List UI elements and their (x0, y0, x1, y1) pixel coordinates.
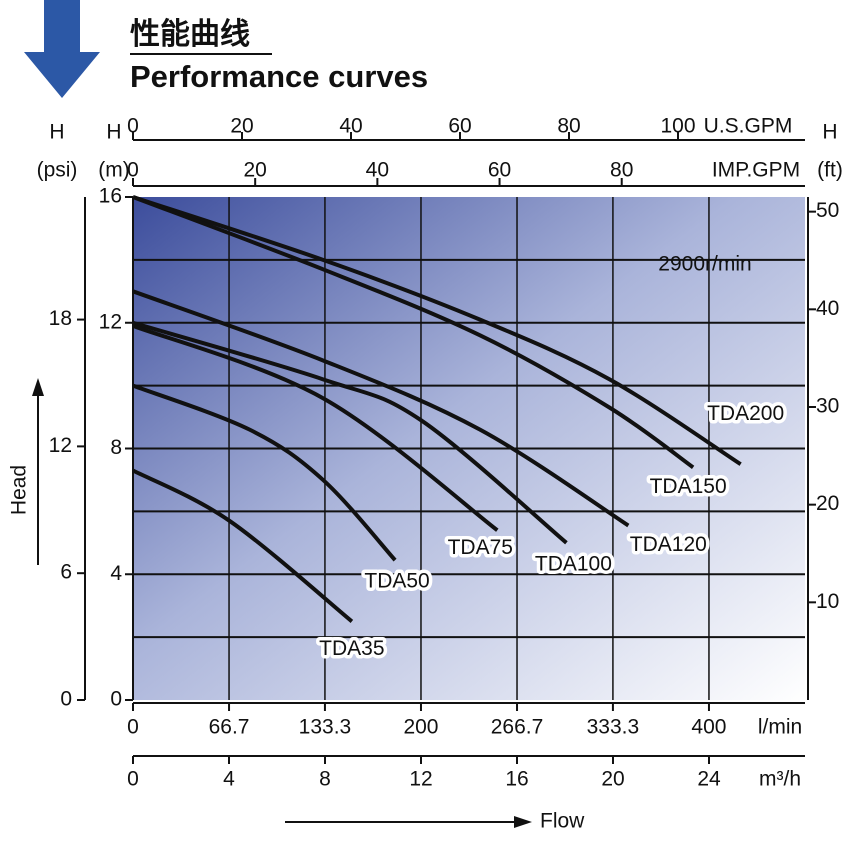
x-tick-label: 20 (601, 768, 624, 791)
x-axis-unit: U.S.GPM (704, 115, 793, 138)
x-tick-label: 400 (691, 716, 726, 739)
y-tick-label: 40 (816, 297, 839, 320)
curve (132, 324, 499, 532)
x-tick-label: 0 (127, 159, 139, 182)
x-tick-label: 4 (223, 768, 235, 791)
chart-title: 性能曲线 (130, 18, 250, 51)
x-tick-label: 0 (127, 716, 139, 739)
y-tick-label: 0 (60, 688, 72, 711)
curve-label: TDA120 (630, 533, 707, 556)
x-tick-label: 16 (505, 768, 528, 791)
x-tick-label: 12 (409, 768, 432, 791)
curve (132, 320, 568, 545)
y-tick-label: 12 (49, 434, 72, 457)
x-tick-label: 200 (403, 716, 438, 739)
curve-label: TDA150 (650, 475, 727, 498)
chart-subtitle: Performance curves (130, 59, 428, 94)
x-tick-label: 20 (244, 159, 267, 182)
y-axis-unit: (ft) (817, 159, 843, 182)
y-axis-unit: (m) (98, 159, 129, 182)
y-axis-symbol: H (822, 121, 837, 144)
x-tick-label: 40 (366, 159, 389, 182)
curve (132, 289, 630, 528)
y-tick-label: 50 (816, 199, 839, 222)
y-axis-symbol: H (106, 121, 121, 144)
curves: TDA200 TDA150 TDA120 TDA100 TDA75 TDA50 TDA35 (132, 195, 788, 663)
speed-annotation: 2900r/min (658, 253, 751, 276)
y-tick-label: 12 (99, 310, 122, 333)
y-tick-label: 10 (816, 590, 839, 613)
y-tick-label: 6 (60, 561, 72, 584)
x-axis-unit: l/min (758, 716, 802, 739)
x-axis-unit: m³/h (759, 768, 801, 791)
curve (132, 468, 354, 623)
x-tick-label: 80 (610, 159, 633, 182)
y-tick-label: 8 (110, 436, 122, 459)
x-tick-label: 333.3 (587, 716, 640, 739)
x-tick-label: 20 (230, 115, 253, 138)
curve-label: TDA75 (448, 536, 513, 559)
x-tick-label: 100 (660, 115, 695, 138)
x-tick-label: 0 (127, 768, 139, 791)
curve-label: TDA100 (535, 552, 612, 575)
x-tick-label: 60 (448, 115, 471, 138)
x-axis-title: Flow (540, 810, 585, 833)
y-tick-label: 30 (816, 395, 839, 418)
y-axis-unit: (psi) (37, 159, 78, 182)
curve (132, 195, 742, 466)
x-tick-label: 8 (319, 768, 331, 791)
x-tick-label: 80 (557, 115, 580, 138)
x-tick-label: 60 (488, 159, 511, 182)
curve-label: TDA35 (319, 637, 384, 660)
y-tick-label: 18 (49, 307, 72, 330)
curve-label: TDA50 (364, 570, 429, 593)
y-tick-label: 4 (110, 562, 122, 585)
x-tick-label: 0 (127, 115, 139, 138)
curve (132, 383, 397, 562)
down-arrow-icon (24, 0, 100, 98)
y-tick-label: 20 (816, 492, 839, 515)
curve (132, 195, 695, 469)
y-tick-label: 0 (110, 688, 122, 711)
x-axis-unit: IMP.GPM (712, 159, 800, 182)
x-tick-label: 66.7 (209, 716, 250, 739)
flow-arrow-head (514, 816, 532, 828)
y-axis-title: Head (8, 465, 31, 515)
x-tick-label: 40 (339, 115, 362, 138)
curve-label: TDA200 (707, 402, 784, 425)
x-tick-label: 24 (697, 768, 721, 791)
x-tick-label: 266.7 (491, 716, 544, 739)
head-arrow-head (32, 378, 44, 396)
y-axis-symbol: H (49, 121, 64, 144)
grid (133, 197, 805, 700)
x-tick-label: 133.3 (299, 716, 352, 739)
y-tick-label: 16 (99, 185, 122, 208)
